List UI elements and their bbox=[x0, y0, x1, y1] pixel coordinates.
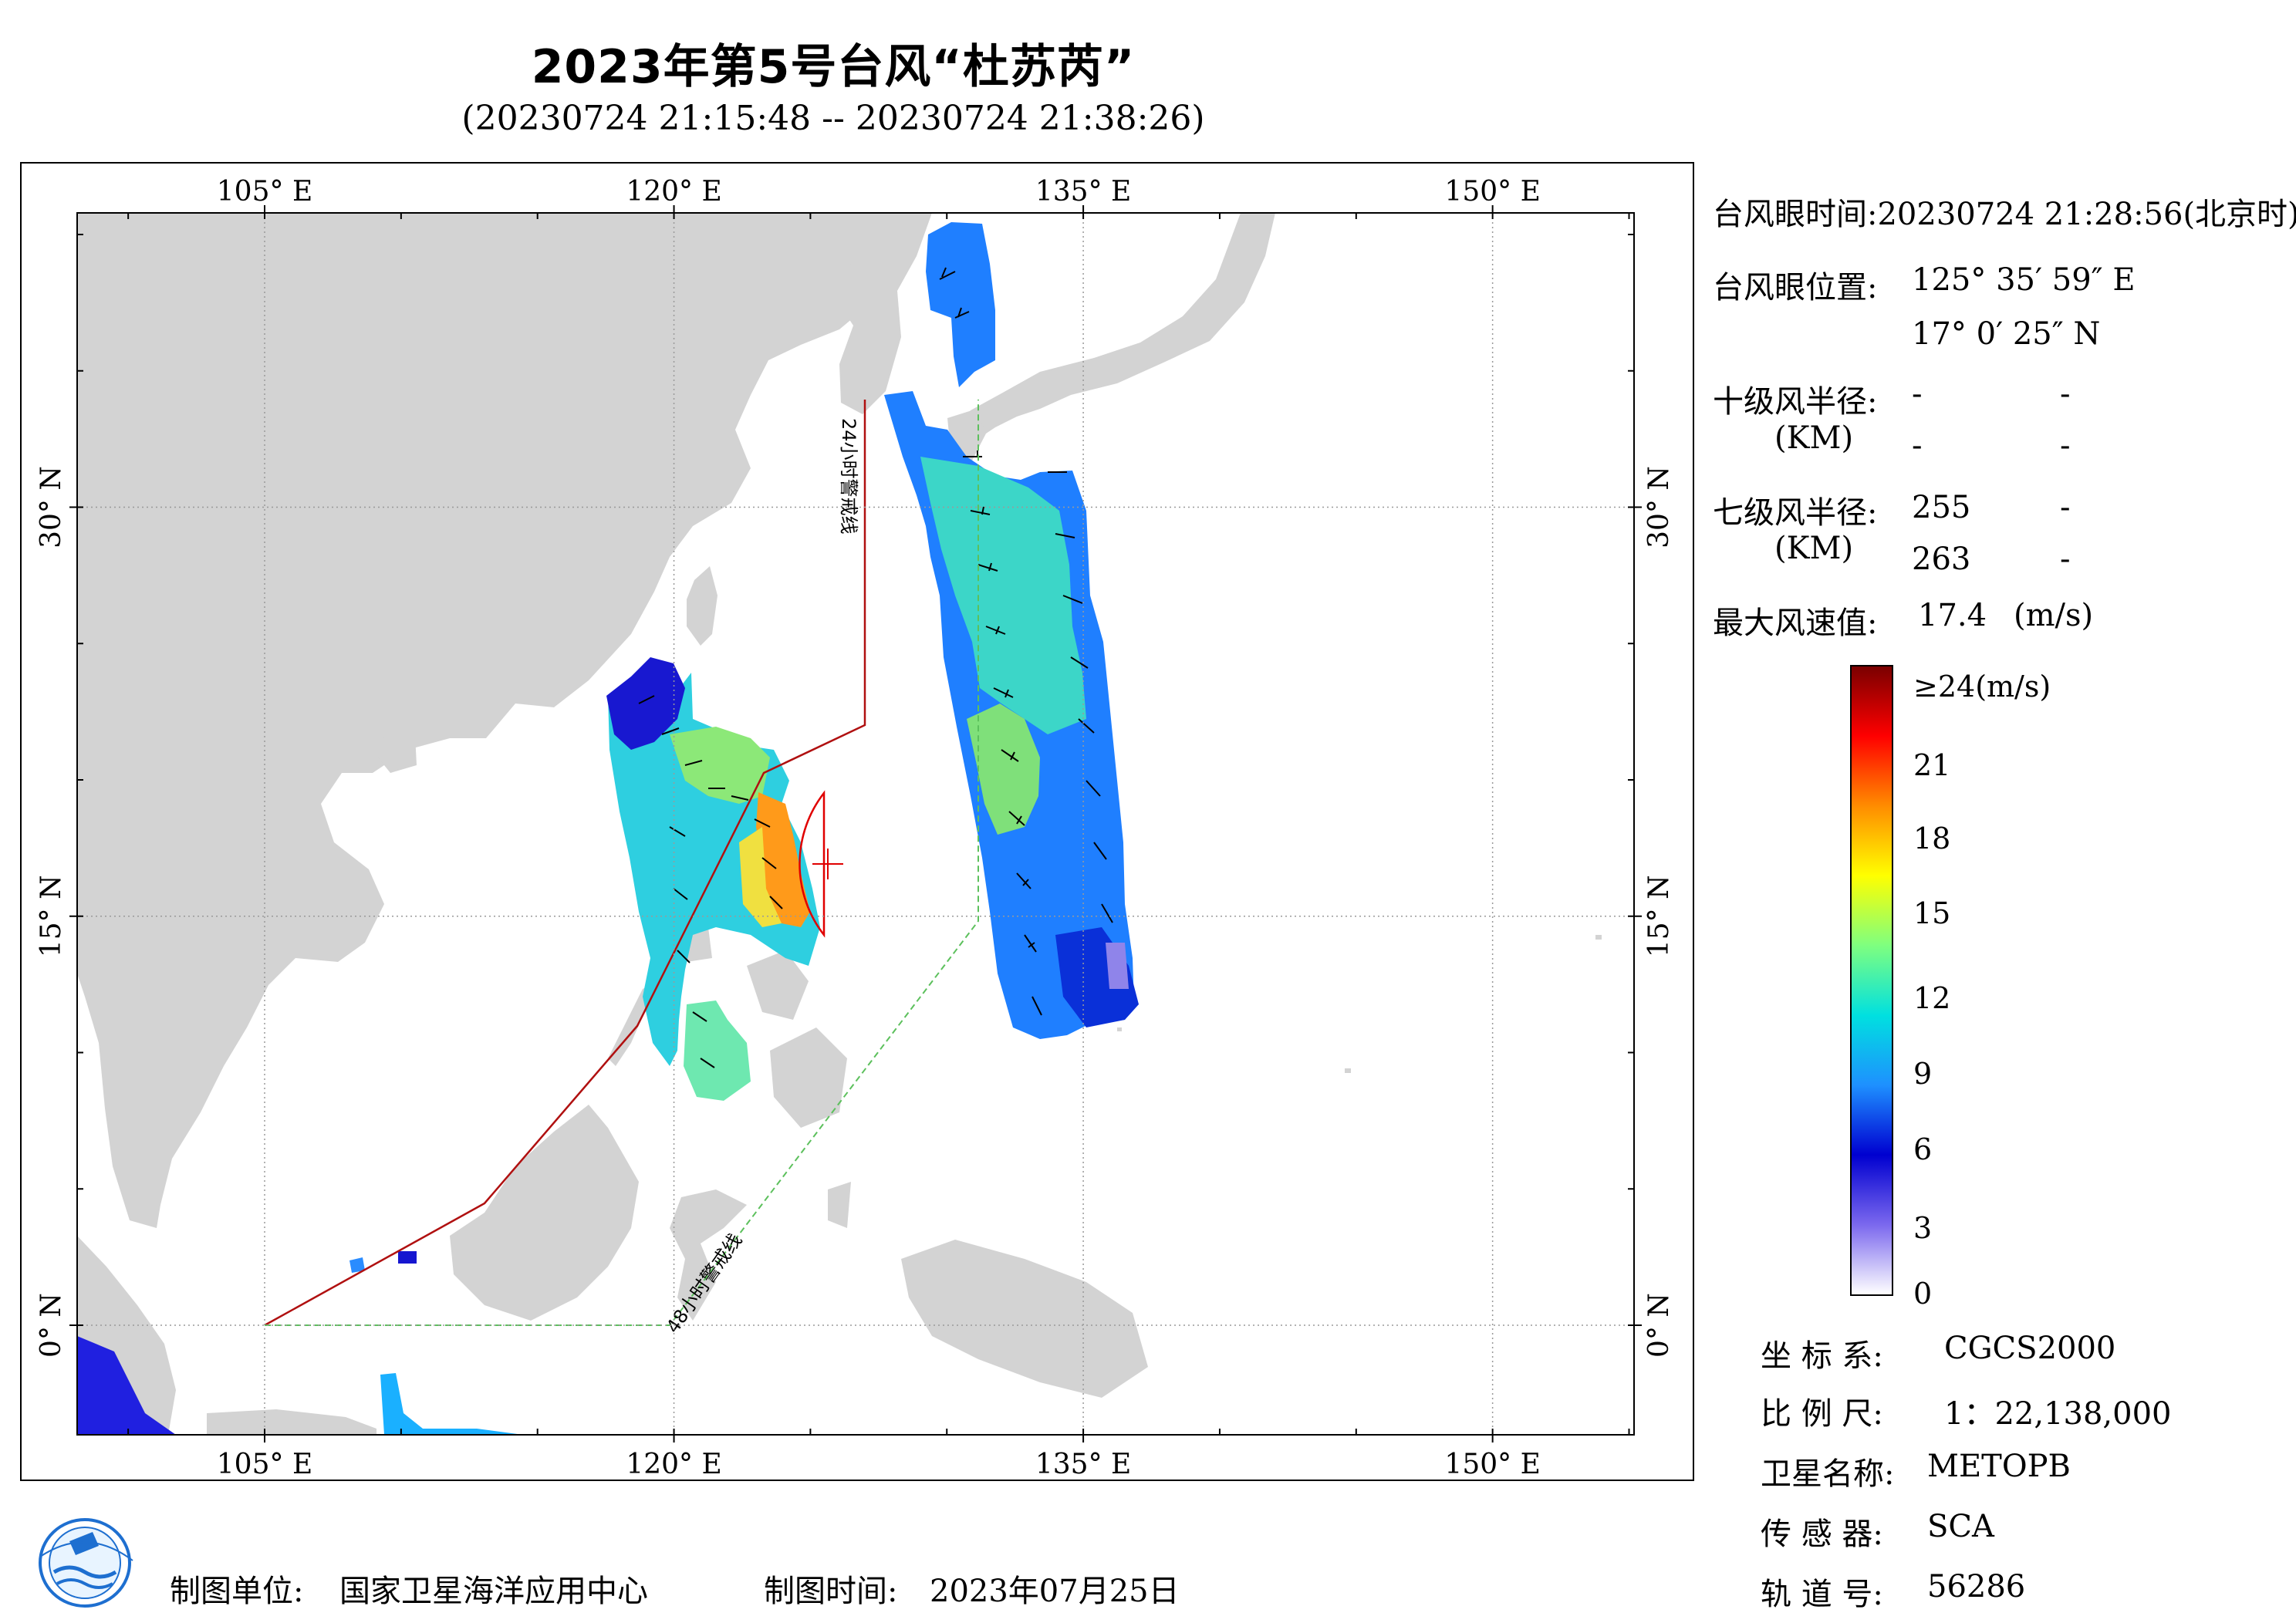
r10-value-1: - bbox=[1912, 376, 1923, 412]
producer-value: 国家卫星海洋应用中心 bbox=[339, 1574, 648, 1609]
swath-east-teal bbox=[920, 457, 1086, 734]
r10-value-3: - bbox=[1912, 428, 1923, 464]
wind-radius-7-sector bbox=[799, 790, 826, 938]
r10-value-4: - bbox=[2060, 428, 2071, 464]
lat-label-left-30: 30° N bbox=[35, 466, 67, 548]
lon-label-bottom-135: 135° E bbox=[1035, 1449, 1131, 1480]
swath-borneo-north bbox=[349, 1257, 365, 1273]
land-new-guinea bbox=[901, 1240, 1148, 1398]
map-title: 2023年第5号台风“杜苏芮” bbox=[531, 40, 1136, 94]
r7-value-1: 255 bbox=[1912, 490, 1971, 525]
land-borneo bbox=[450, 1105, 639, 1321]
wind-field bbox=[77, 222, 1139, 1435]
lat-label-left-15: 15° N bbox=[35, 875, 67, 957]
lon-label-top-135: 135° E bbox=[1035, 176, 1131, 208]
swath-west-green bbox=[670, 727, 770, 804]
eye-time-row: 台风眼时间:20230724 21:28:56(北京时) bbox=[1713, 189, 2296, 234]
eye-lon: 125° 35′ 59″ E bbox=[1912, 262, 2136, 298]
map-frame: 24小时警戒线 48小时警戒线 105° E 105° E 120° E 120° E… bbox=[20, 162, 1694, 1481]
lat-label-left-0: 0° N bbox=[35, 1293, 67, 1358]
eye-time-label: 台风眼时间: bbox=[1713, 197, 1878, 232]
r7-value-3: 263 bbox=[1912, 542, 1971, 577]
warning-label-24h: 24小时警戒线 bbox=[838, 418, 859, 535]
land-korea bbox=[836, 213, 932, 414]
plot-border bbox=[76, 212, 1635, 1436]
graticule bbox=[69, 205, 1642, 1442]
max-wind-unit: (m/s) bbox=[2014, 598, 2094, 633]
lon-label-top-120: 120° E bbox=[626, 176, 721, 208]
swath-west-blue bbox=[606, 657, 685, 750]
swath-java bbox=[380, 1373, 523, 1435]
land-visayas bbox=[747, 950, 809, 1020]
land-java bbox=[207, 1409, 376, 1435]
land-asia-mainland bbox=[77, 213, 882, 1228]
r10-value-2: - bbox=[2060, 376, 2071, 412]
land-taiwan bbox=[687, 566, 718, 646]
colorbar-label-12: 12 bbox=[1913, 981, 1951, 1015]
r10-label: 十级风半径: bbox=[1713, 384, 1878, 420]
lon-label-top-150: 150° E bbox=[1444, 176, 1540, 208]
date-value: 2023年07月25日 bbox=[930, 1574, 1180, 1609]
r7-value-2: - bbox=[2060, 490, 2071, 525]
map-subtitle: (20230724 21:15:48 -- 20230724 21:38:26) bbox=[461, 99, 1205, 138]
colorbar-label-3: 3 bbox=[1913, 1211, 1933, 1245]
crs-value: CGCS2000 bbox=[1944, 1331, 2116, 1366]
eye-time-value: 20230724 21:28:56(北京时) bbox=[1877, 197, 2296, 232]
satellite-value: METOPB bbox=[1927, 1449, 2071, 1484]
lon-label-bottom-105: 105° E bbox=[217, 1449, 312, 1480]
land-sulawesi bbox=[670, 1189, 747, 1321]
sensor-value: SCA bbox=[1927, 1509, 1994, 1544]
barb-group-west bbox=[638, 695, 783, 1068]
max-wind-label: 最大风速值: bbox=[1713, 606, 1878, 641]
crs-label: 坐 标 系: bbox=[1761, 1338, 1883, 1374]
swath-south bbox=[684, 1000, 751, 1101]
r7-value-4: - bbox=[2060, 542, 2071, 577]
swath-east-purple bbox=[1106, 943, 1129, 989]
swath-east-green bbox=[967, 704, 1040, 835]
colorbar-label-0: 0 bbox=[1913, 1277, 1933, 1311]
land-mindanao bbox=[770, 1027, 847, 1128]
lat-label-right-0: 0° N bbox=[1643, 1293, 1675, 1358]
swath-sumatra bbox=[77, 1336, 176, 1435]
colorbar-label-9: 9 bbox=[1913, 1057, 1933, 1091]
land-halmahera bbox=[828, 1182, 851, 1228]
r10-unit: (KM) bbox=[1774, 420, 1854, 456]
colorbar bbox=[1850, 665, 1893, 1296]
scale-value: 1：22,138,000 bbox=[1944, 1396, 2172, 1432]
max-wind-value: 17.4 bbox=[1918, 598, 1987, 633]
barb-group-east bbox=[939, 267, 1113, 1016]
lon-label-bottom-120: 120° E bbox=[626, 1449, 721, 1480]
tick-labels: 105° E 105° E 120° E 120° E 135° E 135° E 150°… bbox=[35, 176, 1675, 1480]
warning-line-24h bbox=[264, 400, 866, 1327]
orbit-label: 轨 道 号: bbox=[1761, 1577, 1883, 1612]
sensor-label: 传 感 器: bbox=[1761, 1517, 1883, 1552]
r7-unit: (KM) bbox=[1774, 531, 1854, 566]
swath-borneo-north-2 bbox=[398, 1251, 417, 1264]
lat-label-right-30: 30° N bbox=[1643, 466, 1675, 548]
colorbar-label-15: 15 bbox=[1913, 896, 1951, 930]
colorbar-label-21: 21 bbox=[1913, 748, 1951, 782]
r7-label: 七级风半径: bbox=[1713, 495, 1878, 531]
land-japan bbox=[951, 213, 1275, 445]
eye-lat: 17° 0′ 25″ N bbox=[1912, 316, 2101, 352]
producer-label: 制图单位: bbox=[170, 1574, 304, 1609]
lat-label-right-15: 15° N bbox=[1643, 875, 1675, 957]
wind-barbs bbox=[638, 267, 1113, 1068]
eye-marker bbox=[812, 849, 843, 879]
orbit-value: 56286 bbox=[1927, 1569, 2026, 1604]
nsoas-logo-icon bbox=[39, 1518, 133, 1608]
land-hainan bbox=[378, 734, 417, 773]
scale-label: 比 例 尺: bbox=[1761, 1396, 1883, 1432]
colorbar-label-6: 6 bbox=[1913, 1132, 1933, 1166]
date-label: 制图时间: bbox=[764, 1574, 898, 1609]
lon-label-top-105: 105° E bbox=[217, 176, 312, 208]
swath-west-yellow bbox=[739, 827, 782, 927]
colorbar-top-label: ≥24(m/s) bbox=[1913, 670, 2051, 704]
eye-pos-label: 台风眼位置: bbox=[1713, 270, 1878, 305]
swath-east-north bbox=[926, 222, 995, 387]
lon-label-bottom-150: 150° E bbox=[1444, 1449, 1540, 1480]
satellite-label: 卫星名称: bbox=[1761, 1456, 1895, 1492]
colorbar-label-18: 18 bbox=[1913, 822, 1951, 855]
